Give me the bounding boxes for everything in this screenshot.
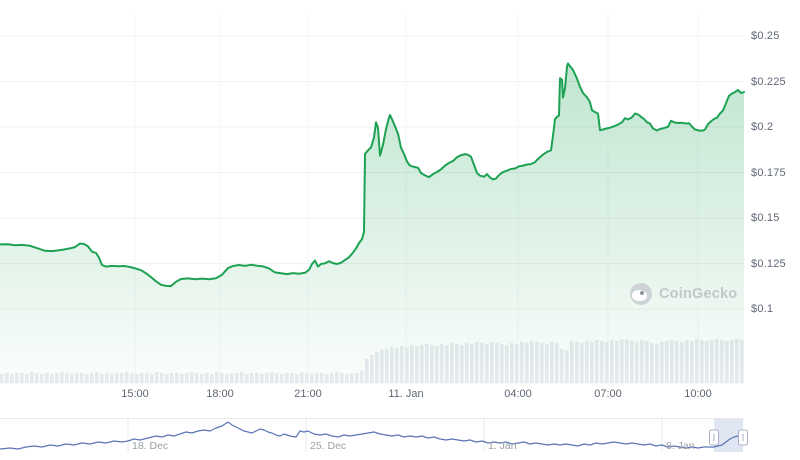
coingecko-gecko-icon	[630, 283, 652, 305]
navigator-line-series	[0, 421, 745, 450]
coingecko-watermark-label: CoinGecko	[659, 286, 738, 302]
price-line-series[interactable]	[0, 62, 745, 288]
price-area-fill	[0, 63, 744, 383]
coingecko-watermark: CoinGecko	[630, 282, 737, 306]
